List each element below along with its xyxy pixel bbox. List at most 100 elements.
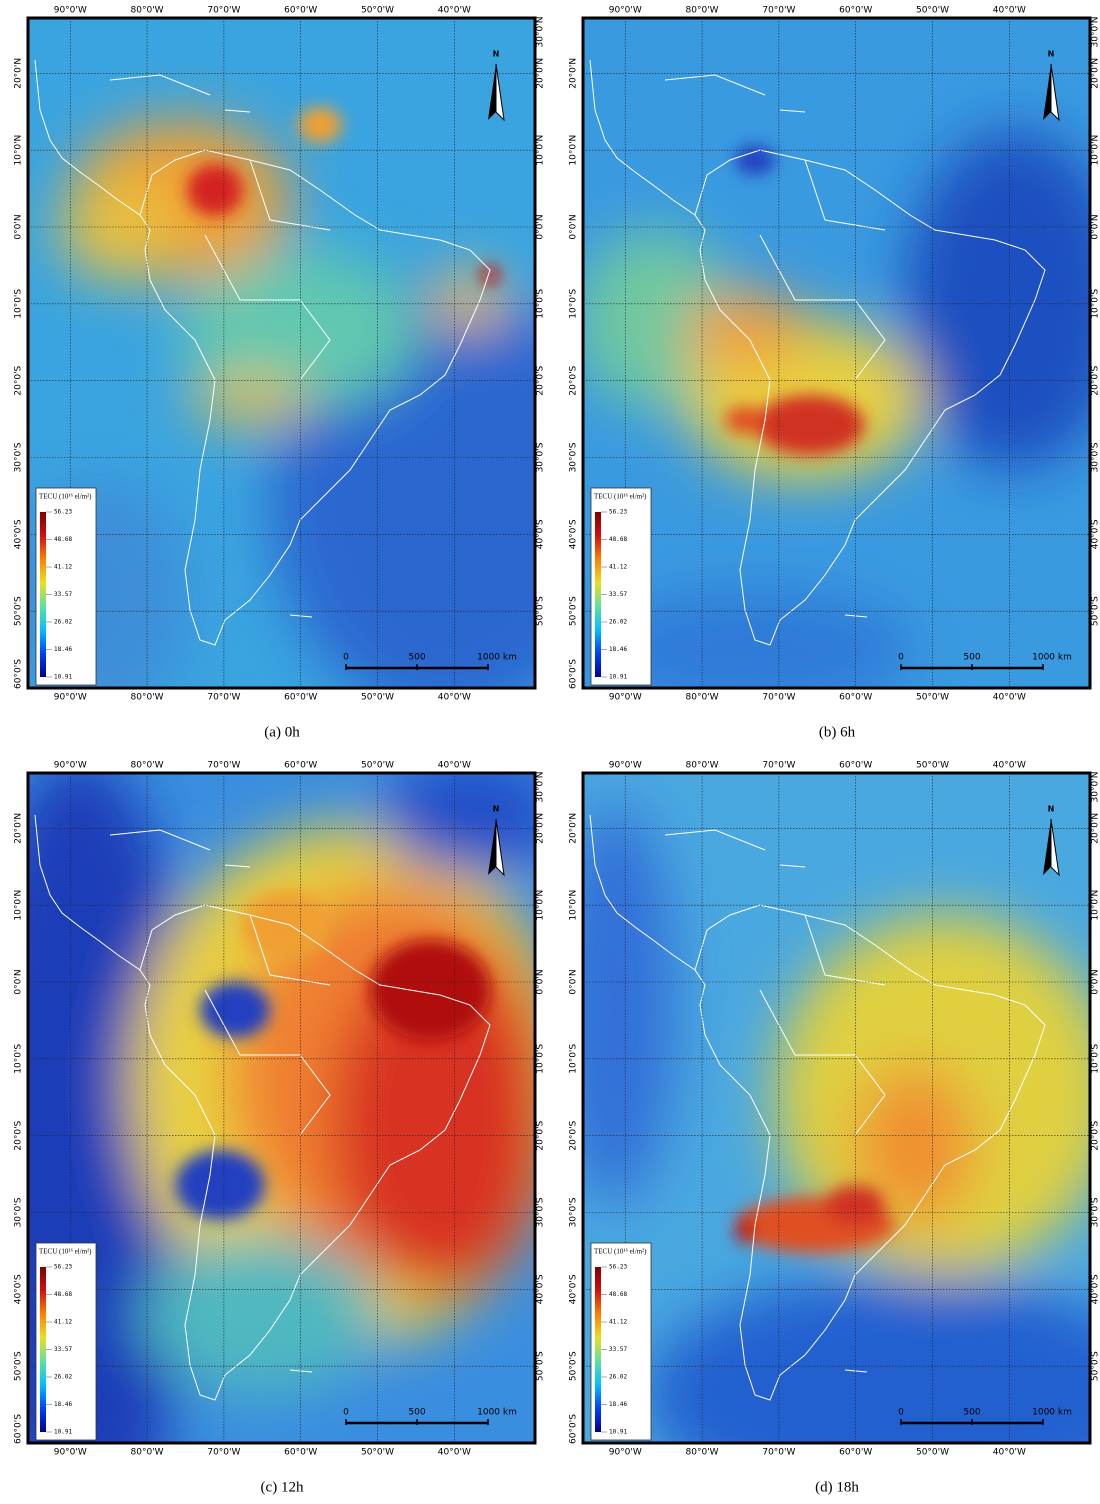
lat-label: 0°0'N	[1091, 969, 1100, 994]
lat-label: 50°0'S	[1091, 1351, 1100, 1381]
lon-label: 50°0'W	[361, 1448, 394, 1458]
lat-label: 0°0'N	[1091, 214, 1100, 239]
lat-label: 10°0'S	[14, 1044, 24, 1074]
colorbar-label: 41.12	[54, 564, 72, 571]
colorbar-label: 33.57	[609, 1346, 627, 1353]
lon-label: 60°0'W	[839, 6, 872, 16]
colorbar-label: 56.23	[609, 1264, 627, 1271]
lat-label: 30°0'S	[1091, 442, 1100, 472]
lon-label: 60°0'W	[284, 1448, 317, 1458]
lat-label: 40°0'S	[1091, 1274, 1100, 1304]
lat-label: 50°0'S	[536, 596, 546, 626]
scale-label: 500	[963, 653, 980, 663]
lon-label: 60°0'W	[839, 761, 872, 771]
lon-label: 60°0'W	[284, 761, 317, 771]
lat-label: 20°0'N	[1091, 813, 1100, 844]
lat-label: 50°0'S	[536, 1351, 546, 1381]
colorbar-label: 10.91	[609, 674, 627, 681]
lon-label: 80°0'W	[131, 6, 164, 16]
lon-label: 90°0'W	[609, 761, 642, 771]
lat-label: 20°0'S	[536, 365, 546, 395]
colorbar-label: 10.91	[54, 674, 72, 681]
lon-label: 90°0'W	[609, 1448, 642, 1458]
colorbar-label: 48.68	[54, 1291, 72, 1298]
lon-label: 60°0'W	[839, 1448, 872, 1458]
lat-label: 50°0'S	[1091, 596, 1100, 626]
north-arrow	[1043, 819, 1051, 875]
colorbar	[595, 512, 601, 677]
lon-label: 40°0'W	[993, 6, 1026, 16]
colorbar-label: 41.12	[609, 1319, 627, 1326]
lat-label: 50°0'S	[14, 596, 24, 626]
legend: TECU (10¹⁶ el/m²) 56.23 48.68 41.12 33.57 26.…	[35, 487, 97, 686]
colorbar-label: 56.23	[609, 509, 627, 516]
north-arrow	[495, 63, 505, 122]
map-frame	[581, 16, 1092, 690]
colorbar-label: 33.57	[54, 591, 72, 598]
lat-label: 20°0'N	[1091, 58, 1100, 89]
lon-label: 40°0'W	[438, 693, 471, 703]
colorbar-label: 18.46	[609, 646, 627, 653]
colorbar-label: 41.12	[609, 564, 627, 571]
lon-label: 90°0'W	[54, 6, 87, 16]
lat-label: 20°0'N	[536, 813, 546, 844]
lat-label: 60°0'S	[14, 1414, 24, 1444]
north-arrow	[495, 818, 505, 877]
colorbar-label: 18.46	[54, 646, 72, 653]
lat-label: 0°0'N	[569, 969, 579, 994]
lat-label: 10°0'S	[569, 1044, 579, 1074]
colorbar-label: 56.23	[54, 509, 72, 516]
colorbar-label: 18.46	[609, 1401, 627, 1408]
lon-label: 60°0'W	[284, 693, 317, 703]
colorbar-label: 48.68	[609, 536, 627, 543]
north-arrow	[1050, 818, 1060, 877]
colorbar-label: 10.91	[54, 1429, 72, 1436]
lat-label: 30°0'S	[569, 1197, 579, 1227]
tec-field	[28, 773, 535, 1443]
lat-label: 30°0'N	[1091, 772, 1100, 803]
lon-label: 50°0'W	[916, 6, 949, 16]
colorbar	[40, 1267, 46, 1432]
lon-label: 50°0'W	[361, 761, 394, 771]
scale-label: 500	[963, 1408, 980, 1418]
tec-field	[583, 773, 1090, 1443]
lon-label: 50°0'W	[916, 1448, 949, 1458]
caption: (b) 6h	[819, 724, 856, 740]
colorbar-label: 10.91	[609, 1429, 627, 1436]
lon-label: 40°0'W	[438, 1448, 471, 1458]
colorbar-label: 26.02	[609, 1373, 627, 1380]
north-label: N	[493, 50, 500, 59]
caption: (d) 18h	[815, 1479, 859, 1495]
north-arrow	[488, 64, 496, 120]
lat-label: 10°0'S	[1091, 1044, 1100, 1074]
colorbar	[40, 512, 46, 677]
legend: TECU (10¹⁶ el/m²) 56.23 48.68 41.12 33.57 26.…	[590, 487, 652, 686]
lat-label: 30°0'S	[536, 442, 546, 472]
lat-label: 20°0'N	[569, 58, 579, 89]
lat-label: 50°0'S	[569, 596, 579, 626]
lon-label: 70°0'W	[762, 6, 795, 16]
scale-label: 0	[898, 653, 904, 663]
lon-label: 70°0'W	[207, 6, 240, 16]
scale-label: 1000 km	[1032, 653, 1072, 663]
lat-label: 10°0'N	[536, 135, 546, 166]
lon-label: 80°0'W	[686, 1448, 719, 1458]
lat-label: 40°0'S	[14, 519, 24, 549]
lat-label: 0°0'N	[569, 214, 579, 239]
lat-label: 10°0'N	[1091, 135, 1100, 166]
lat-label: 20°0'N	[536, 58, 546, 89]
lat-label: 30°0'N	[1091, 17, 1100, 48]
colorbar-label: 26.02	[54, 1373, 72, 1380]
lat-label: 10°0'S	[14, 289, 24, 319]
legend-title: TECU (10¹⁶ el/m²)	[39, 493, 92, 501]
north-label: N	[1048, 50, 1055, 59]
scale-label: 1000 km	[477, 1408, 517, 1418]
colorbar-label: 33.57	[54, 1346, 72, 1353]
lat-label: 60°0'S	[569, 1414, 579, 1444]
colorbar-label: 26.02	[609, 618, 627, 625]
lon-label: 90°0'W	[54, 693, 87, 703]
lat-label: 10°0'S	[1091, 289, 1100, 319]
lat-label: 10°0'N	[14, 135, 24, 166]
lat-label: 20°0'S	[14, 1120, 24, 1150]
lon-label: 90°0'W	[609, 6, 642, 16]
